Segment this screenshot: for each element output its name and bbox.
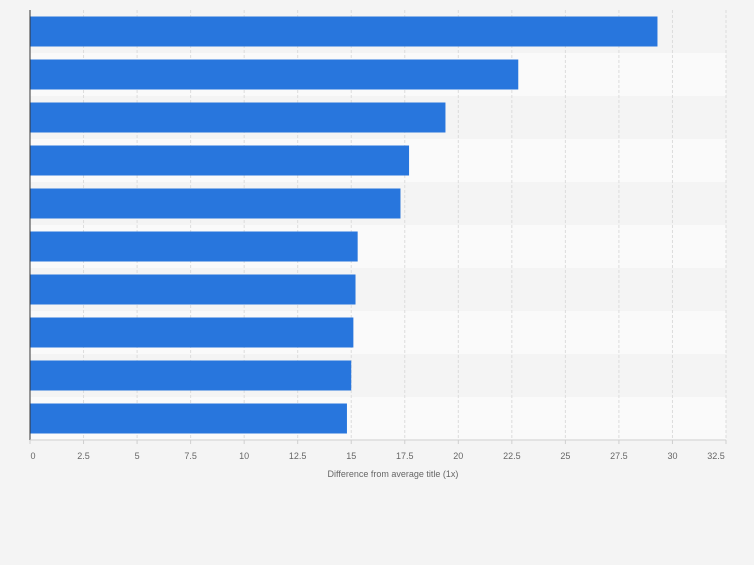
bar[interactable] — [30, 403, 347, 434]
bar[interactable] — [30, 188, 401, 219]
bar[interactable] — [30, 231, 358, 262]
bar[interactable] — [30, 145, 410, 176]
x-tick-label: 17.5 — [396, 451, 414, 461]
bar[interactable] — [30, 16, 658, 47]
bar[interactable] — [30, 102, 446, 133]
bar[interactable] — [30, 274, 356, 305]
x-tick-label: 10 — [239, 451, 249, 461]
x-tick-label: 30 — [667, 451, 677, 461]
x-tick-label: 32.5 — [707, 451, 725, 461]
x-tick-label: 15 — [346, 451, 356, 461]
x-tick-label: 12.5 — [289, 451, 307, 461]
x-tick-label: 5 — [135, 451, 140, 461]
bar[interactable] — [30, 360, 352, 391]
x-tick-label: 27.5 — [610, 451, 628, 461]
x-tick-label: 0 — [30, 451, 35, 461]
x-tick-label: 22.5 — [503, 451, 521, 461]
x-tick-label: 20 — [453, 451, 463, 461]
x-tick-label: 25 — [560, 451, 570, 461]
bar[interactable] — [30, 317, 354, 348]
axes — [29, 10, 727, 444]
x-tick-labels: 0 2.5 5 7.5 10 12.5 15 17.5 20 22.5 25 27.5 30 32.5 — [30, 451, 724, 461]
bars — [30, 16, 658, 434]
x-tick-label: 2.5 — [77, 451, 90, 461]
x-tick-label: 7.5 — [184, 451, 197, 461]
bar[interactable] — [30, 59, 519, 90]
x-axis-title: Difference from average title (1x) — [328, 469, 459, 479]
